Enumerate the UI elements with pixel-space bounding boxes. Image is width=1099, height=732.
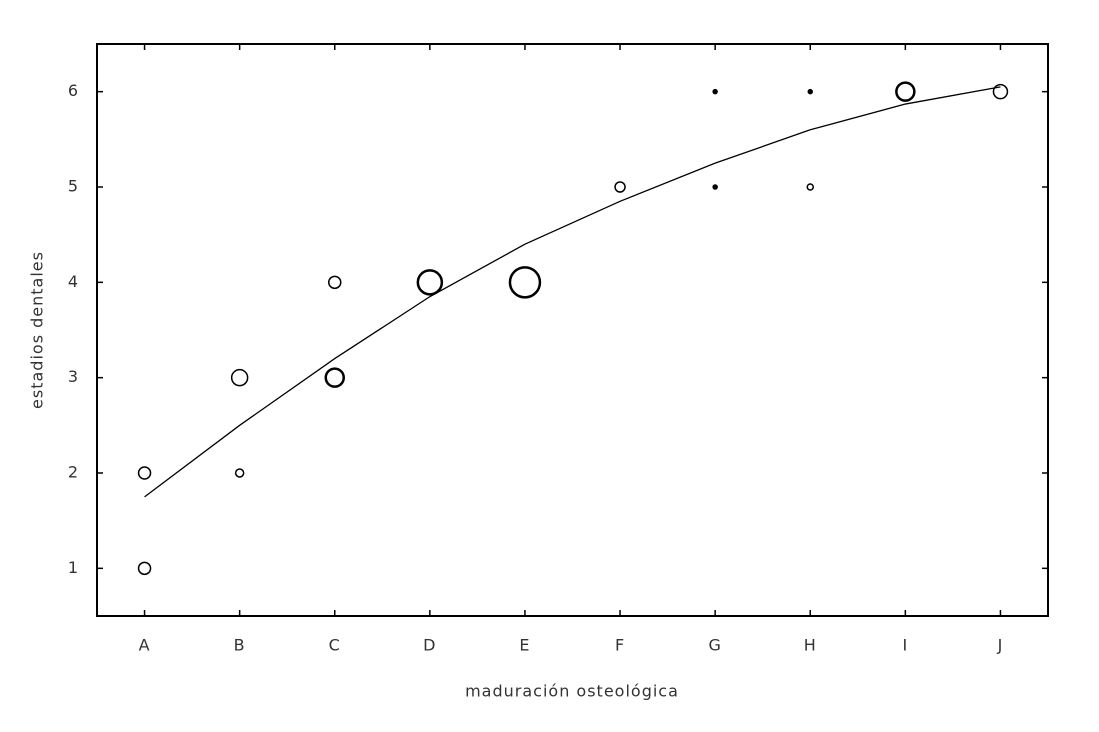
x-tick-label: B	[234, 636, 246, 655]
fit-curve	[144, 86, 1001, 498]
x-tick-label: A	[139, 636, 151, 655]
y-tick-label: 2	[68, 463, 79, 482]
x-tick-label: J	[997, 636, 1004, 655]
x-axis-label: maduración osteológica	[465, 682, 679, 701]
bubble	[416, 269, 444, 296]
y-tick-label: 5	[68, 177, 79, 196]
y-tick-label: 6	[68, 81, 79, 100]
x-tick-label: I	[902, 636, 908, 655]
bubble	[328, 275, 342, 290]
x-tick-label: G	[708, 636, 721, 655]
bubble	[324, 367, 345, 388]
bubble	[508, 266, 542, 299]
x-tick-label: F	[615, 636, 625, 655]
bubble	[614, 181, 626, 193]
bubble	[137, 561, 152, 576]
x-tick-label: D	[423, 636, 436, 655]
x-tick-label: C	[329, 636, 341, 655]
plot-frame	[96, 43, 1049, 617]
bubble	[992, 83, 1009, 100]
bubble	[807, 88, 813, 95]
bubble	[137, 466, 152, 480]
y-tick-label: 3	[68, 367, 79, 386]
y-tick-label: 1	[68, 558, 79, 577]
x-tick-label: E	[519, 636, 530, 655]
bubble	[712, 88, 718, 95]
x-tick-label: H	[804, 636, 817, 655]
bubble	[234, 468, 245, 478]
y-tick-label: 4	[68, 272, 79, 291]
bubble	[895, 81, 916, 102]
bubble	[230, 368, 249, 387]
bubble	[712, 184, 718, 190]
bubble	[806, 183, 814, 191]
y-axis-label: estadios dentales	[28, 251, 47, 409]
